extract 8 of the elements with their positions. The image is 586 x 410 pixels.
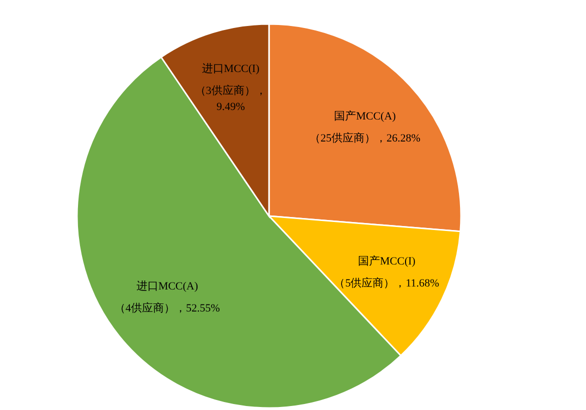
data-label: （5供应商），11.68% [334, 276, 440, 290]
slice-label: 进口MCC(A) [136, 280, 198, 293]
data-label: （3供应商），9.49% [194, 84, 266, 114]
slice-label: 国产MCC(I) [358, 254, 416, 268]
data-label: （4供应商），52.55% [114, 302, 220, 315]
data-label: （25供应商），26.28% [309, 131, 420, 144]
slice-label: 进口MCC(I) [202, 62, 260, 76]
slice-label: 国产MCC(A) [334, 109, 396, 122]
